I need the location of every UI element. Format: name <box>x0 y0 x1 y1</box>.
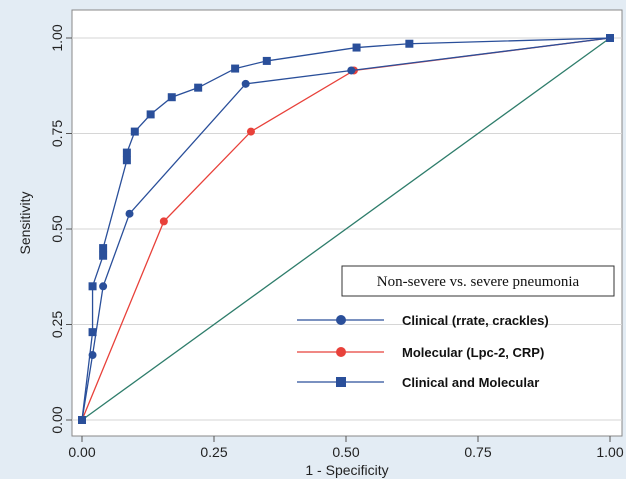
y-axis-ticks: 0.00 0.25 0.50 0.75 1.00 <box>49 24 72 434</box>
data-point <box>122 156 131 165</box>
data-point <box>99 282 108 291</box>
data-point <box>130 127 139 136</box>
data-point <box>194 83 203 92</box>
series-2 <box>78 34 614 424</box>
data-point <box>99 251 108 260</box>
x-tick-label: 0.75 <box>464 444 491 460</box>
legend-items: Clinical (rrate, crackles) Molecular (Lpc… <box>297 313 549 390</box>
data-point <box>88 282 97 291</box>
legend-label: Clinical (rrate, crackles) <box>402 313 549 328</box>
legend-item: Clinical and Molecular <box>297 375 539 390</box>
y-tick-label: 0.50 <box>49 215 65 242</box>
y-tick-label: 0.25 <box>49 311 65 338</box>
legend-label: Clinical and Molecular <box>402 375 539 390</box>
data-point <box>352 43 361 52</box>
data-point <box>231 64 240 73</box>
data-point <box>246 127 255 136</box>
y-tick-label: 0.00 <box>49 406 65 433</box>
x-tick-label: 0.25 <box>200 444 227 460</box>
data-point <box>122 148 131 157</box>
data-point <box>146 110 155 119</box>
y-tick-label: 1.00 <box>49 24 65 51</box>
y-tick-label: 0.75 <box>49 120 65 147</box>
data-point <box>99 244 108 253</box>
y-axis-title: Sensitivity <box>17 191 33 254</box>
x-tick-label: 1.00 <box>596 444 623 460</box>
reference-diagonal-line <box>81 37 611 421</box>
data-point <box>262 56 271 65</box>
data-point <box>405 39 414 48</box>
data-point <box>241 79 250 88</box>
legend-marker <box>336 377 346 387</box>
x-tick-label: 0.50 <box>332 444 359 460</box>
data-point <box>159 217 168 226</box>
data-point <box>78 416 86 424</box>
data-point <box>125 209 134 218</box>
legend-item: Clinical (rrate, crackles) <box>297 313 549 328</box>
legend: Non-severe vs. severe pneumonia Clinical… <box>297 265 615 390</box>
data-point <box>347 66 356 75</box>
series-line <box>81 37 611 421</box>
x-tick-label: 0.00 <box>68 444 95 460</box>
legend-marker <box>336 347 346 357</box>
legend-label: Molecular (Lpc-2, CRP) <box>402 345 544 360</box>
data-point <box>606 34 614 42</box>
legend-item: Molecular (Lpc-2, CRP) <box>297 345 544 360</box>
data-point <box>88 328 97 337</box>
data-point <box>167 93 176 102</box>
legend-title: Non-severe vs. severe pneumonia <box>377 274 580 290</box>
x-axis-ticks: 0.00 0.25 0.50 0.75 1.00 <box>68 436 624 460</box>
legend-title-box <box>341 265 615 297</box>
legend-marker <box>336 315 346 325</box>
series-layer <box>78 34 614 424</box>
x-axis-title: 1 - Specificity <box>305 462 388 478</box>
